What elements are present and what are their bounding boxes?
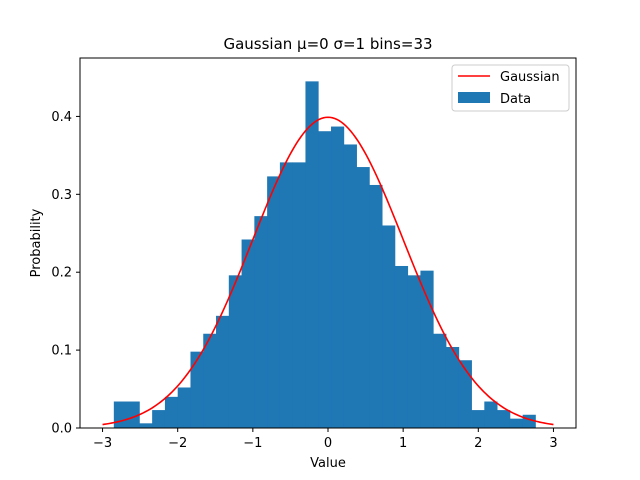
y-tick-label: 0.3 xyxy=(51,188,72,203)
y-tick-label: 0.0 xyxy=(51,422,72,437)
histogram-bar xyxy=(369,184,383,428)
legend-gaussian-label: Gaussian xyxy=(500,70,560,85)
x-tick-label: 0 xyxy=(324,436,332,451)
chart-title: Gaussian μ=0 σ=1 bins=33 xyxy=(223,35,432,53)
histogram-bar xyxy=(331,126,345,429)
x-tick-label: −3 xyxy=(93,436,112,451)
x-tick-label: 2 xyxy=(474,436,482,451)
legend-data-swatch xyxy=(458,92,490,103)
histogram-bar xyxy=(445,346,460,428)
x-axis-ticks: −3 −2 −1 0 1 2 3 xyxy=(93,428,558,451)
histogram-bar xyxy=(382,225,396,428)
histogram-bar xyxy=(113,401,127,428)
histogram-bar xyxy=(292,162,306,428)
histogram-bar xyxy=(509,418,524,428)
histogram-bar xyxy=(471,410,485,428)
y-axis-ticks: 0.0 0.1 0.2 0.3 0.4 xyxy=(51,110,80,437)
histogram-bar xyxy=(228,275,242,428)
histogram-bar xyxy=(241,239,255,428)
y-tick-label: 0.2 xyxy=(51,266,72,281)
histogram-bar xyxy=(152,410,166,428)
histogram-bar xyxy=(267,176,281,428)
histogram-bar xyxy=(139,423,153,428)
histogram-bar xyxy=(394,265,409,428)
histogram-bar xyxy=(356,167,370,429)
histogram-bar xyxy=(458,360,472,428)
x-tick-label: −1 xyxy=(243,436,262,451)
histogram-bar xyxy=(420,270,434,428)
y-tick-label: 0.1 xyxy=(51,344,72,359)
histogram-bar xyxy=(407,275,421,428)
y-axis-label: Probability xyxy=(29,208,44,277)
x-tick-label: −2 xyxy=(168,436,187,451)
histogram-bar xyxy=(305,81,319,429)
histogram-bar xyxy=(484,401,498,428)
x-axis-label: Value xyxy=(310,456,346,471)
histogram-bar xyxy=(279,162,294,428)
y-tick-label: 0.4 xyxy=(51,110,72,125)
histogram-bars xyxy=(113,81,536,429)
histogram-bar xyxy=(254,216,268,428)
gaussian-curve xyxy=(102,116,554,426)
histogram-bar xyxy=(190,351,204,428)
histogram-bar xyxy=(318,131,332,428)
x-tick-label: 3 xyxy=(549,436,557,451)
legend: Gaussian Data xyxy=(451,64,570,112)
histogram-bar xyxy=(216,315,230,428)
histogram-bar xyxy=(203,333,217,428)
legend-data-label: Data xyxy=(500,92,531,107)
x-tick-label: 1 xyxy=(399,436,407,451)
histogram-bar xyxy=(164,396,179,428)
histogram-bar xyxy=(126,401,140,428)
histogram-bar xyxy=(177,387,191,428)
histogram-bar xyxy=(433,333,447,428)
histogram-bar xyxy=(497,410,511,428)
histogram-bar xyxy=(343,144,357,428)
